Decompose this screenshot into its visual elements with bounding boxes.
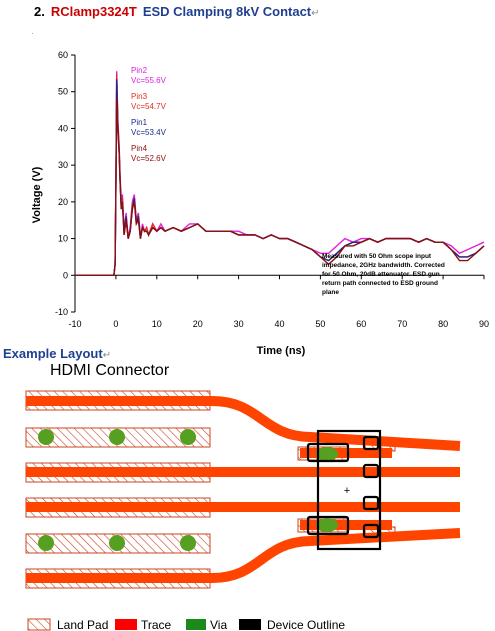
via (180, 535, 196, 551)
series-line-pin4 (75, 99, 485, 277)
device-outline (306, 429, 382, 551)
legend-label: Via (210, 618, 227, 631)
x-tick-label: 40 (274, 319, 284, 329)
y-tick-label: 0 (63, 270, 68, 280)
series-name: Pin2 (131, 66, 148, 75)
y-tick-label: 50 (58, 87, 68, 97)
x-tick-label: 20 (193, 319, 203, 329)
x-axis-label: Time (ns) (257, 345, 306, 357)
section-number: 2. (34, 4, 45, 19)
annotation-line: for 50 Ohm, 20dB attenuator. ESD gun (322, 271, 440, 278)
x-tick-label: 10 (152, 319, 162, 329)
esd-clamping-chart: -10 0 10 20 30 40 50 60 -10 0 10 20 30 40 50 60 70 80 90 P… (31, 50, 489, 357)
series-value: Vc=53.4V (131, 128, 167, 137)
annotation-line: plane (322, 289, 339, 296)
series-name: Pin3 (131, 92, 148, 101)
via (180, 429, 196, 445)
y-axis-label: Voltage (V) (31, 166, 43, 223)
trace (26, 396, 461, 451)
x-tick-label: 80 (438, 319, 448, 329)
legend-label: Trace (141, 618, 172, 631)
annotation-line: return path connected to ESD ground (322, 280, 438, 287)
series-value: Vc=54.7V (131, 102, 167, 111)
layout-legend: Land Pad Trace Via Device Outline (27, 618, 345, 631)
via (38, 535, 54, 551)
via (316, 518, 338, 532)
annotation-line: impedance, 2GHz bandwidth. Corrected (322, 262, 445, 269)
x-tick-label: 30 (234, 319, 244, 329)
x-tick-label: 50 (315, 319, 325, 329)
series-name: Pin1 (131, 118, 148, 127)
layout-heading: Example Layout↵ (3, 346, 111, 361)
x-tick-label: -10 (68, 319, 81, 329)
x-tick-label: 0 (113, 319, 118, 329)
series-name: Pin4 (131, 144, 148, 153)
y-tick-label: 40 (58, 123, 68, 133)
paragraph-mark: ↵ (311, 8, 320, 19)
x-tick-label: 60 (356, 319, 366, 329)
y-tick-label: 10 (58, 234, 68, 244)
legend-swatch-land-pad (27, 618, 51, 631)
via (316, 447, 338, 461)
x-tick-label: 70 (397, 319, 407, 329)
paragraph-mark: ↵ (102, 350, 112, 361)
legend-swatch-trace (115, 619, 137, 630)
legend-swatch-via (186, 619, 206, 630)
section-description: ESD Clamping 8kV Contact (142, 4, 312, 19)
section-heading: 2. RClamp3324T ESD Clamping 8kV Contact↵ (34, 4, 320, 19)
chart-series (75, 71, 485, 277)
center-mark: + (344, 485, 350, 497)
paragraph-mark-small: · (31, 28, 34, 38)
via (38, 429, 54, 445)
chart-axes: -10 0 10 20 30 40 50 60 -10 0 10 20 30 40 50 60 70 80 90 (55, 50, 489, 329)
series-value: Vc=55.6V (131, 76, 167, 85)
legend-label: Device Outline (267, 618, 345, 631)
y-tick-label: 30 (58, 160, 68, 170)
via (109, 429, 125, 445)
annotation-line: Measured with 50 Ohm scope input (322, 253, 432, 260)
y-tick-label: 20 (58, 197, 68, 207)
example-layout-diagram: + Land Pad Trace Via Device Outline (25, 390, 461, 631)
x-tick-label: 90 (479, 319, 489, 329)
chart-annotation: Measured with 50 Ohm scope input impedanc… (322, 253, 445, 296)
via (109, 535, 125, 551)
y-tick-label: 60 (58, 50, 68, 60)
connector-title: HDMI Connector (50, 362, 170, 379)
legend-swatch-device-outline (239, 619, 261, 630)
trace (26, 528, 461, 583)
layout-heading-text: Example Layout (3, 346, 103, 361)
part-number: RClamp3324T (50, 4, 137, 19)
y-tick-label: -10 (55, 307, 68, 317)
series-value: Vc=52.6V (131, 154, 167, 163)
legend-label: Land Pad (57, 618, 108, 631)
